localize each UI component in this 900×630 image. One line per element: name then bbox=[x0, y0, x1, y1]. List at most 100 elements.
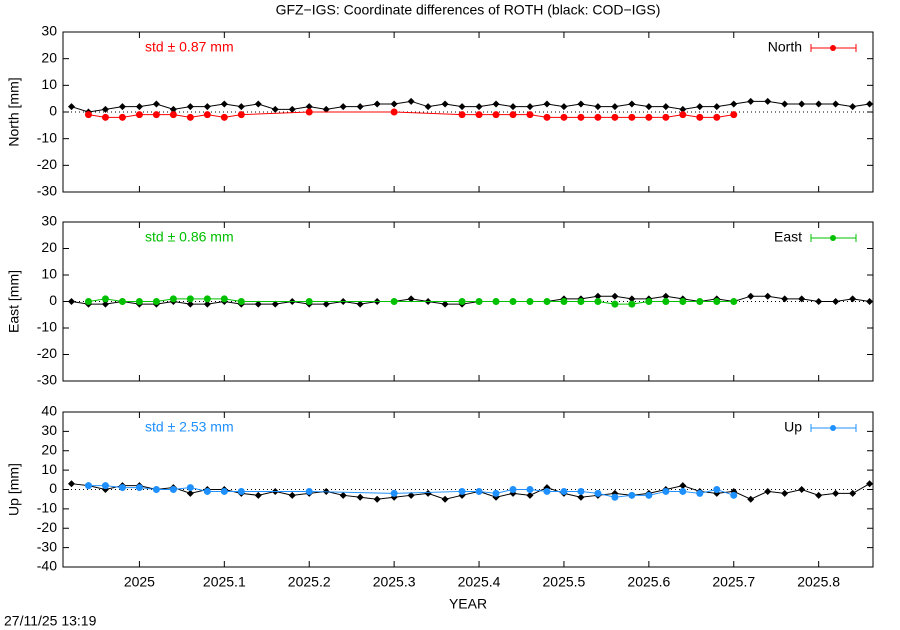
data-point bbox=[305, 298, 313, 305]
data-point bbox=[220, 113, 228, 121]
data-point bbox=[441, 495, 449, 503]
data-point bbox=[169, 111, 177, 119]
y-tick-label: -10 bbox=[37, 500, 57, 516]
data-point bbox=[424, 489, 432, 497]
data-point bbox=[645, 298, 653, 305]
data-point bbox=[203, 103, 211, 111]
data-point bbox=[815, 298, 823, 305]
data-point bbox=[220, 100, 228, 108]
data-point bbox=[135, 298, 143, 305]
data-point bbox=[594, 489, 602, 497]
data-point bbox=[152, 111, 160, 119]
legend-label: East bbox=[774, 229, 802, 245]
y-tick-label: -10 bbox=[37, 129, 57, 145]
data-point bbox=[322, 105, 330, 113]
data-point bbox=[203, 487, 211, 495]
data-point bbox=[611, 300, 619, 308]
y-tick-label: 10 bbox=[41, 461, 57, 477]
data-point bbox=[815, 100, 823, 108]
data-point bbox=[152, 486, 160, 493]
data-point bbox=[101, 295, 109, 303]
data-point bbox=[577, 493, 585, 501]
data-point bbox=[101, 482, 109, 490]
data-point bbox=[169, 105, 177, 113]
y-tick-label: 10 bbox=[41, 76, 57, 92]
data-point bbox=[271, 105, 279, 113]
x-tick-label: 2025.5 bbox=[543, 574, 586, 590]
y-tick-label: -40 bbox=[37, 558, 57, 574]
data-point bbox=[781, 295, 789, 303]
data-point bbox=[186, 484, 194, 492]
data-point bbox=[305, 487, 313, 495]
y-tick-label: 10 bbox=[41, 266, 57, 282]
data-point bbox=[866, 480, 874, 488]
data-point bbox=[101, 105, 109, 113]
data-point bbox=[866, 298, 874, 305]
data-point bbox=[101, 113, 109, 121]
data-point bbox=[237, 103, 245, 111]
data-point bbox=[713, 103, 721, 111]
data-point bbox=[611, 493, 619, 501]
data-point bbox=[186, 113, 194, 121]
data-point bbox=[832, 100, 840, 108]
data-point bbox=[390, 298, 398, 305]
y-tick-label: 0 bbox=[49, 103, 57, 119]
data-point bbox=[560, 298, 568, 305]
data-point bbox=[237, 111, 245, 119]
data-point bbox=[543, 298, 551, 305]
data-point bbox=[186, 300, 194, 308]
data-point bbox=[560, 487, 568, 495]
data-point bbox=[373, 100, 381, 108]
data-point bbox=[288, 105, 296, 113]
data-point bbox=[679, 298, 687, 305]
annotation: std ± 0.86 mm bbox=[145, 229, 234, 245]
data-point bbox=[594, 113, 602, 121]
data-point bbox=[169, 295, 177, 303]
data-point bbox=[237, 487, 245, 495]
data-point bbox=[628, 491, 636, 499]
data-point bbox=[764, 292, 772, 300]
data-point bbox=[815, 491, 823, 499]
data-point bbox=[747, 97, 755, 105]
data-point bbox=[458, 298, 466, 305]
data-point bbox=[696, 103, 704, 111]
data-point bbox=[390, 100, 398, 108]
x-tick-label: 2025.7 bbox=[712, 574, 755, 590]
data-point bbox=[67, 298, 75, 305]
data-point bbox=[135, 111, 143, 119]
y-tick-label: 0 bbox=[49, 480, 57, 496]
y-tick-label: 20 bbox=[41, 441, 57, 457]
data-point bbox=[866, 100, 874, 108]
data-point bbox=[458, 487, 466, 495]
data-point bbox=[628, 113, 636, 121]
data-point bbox=[356, 493, 364, 501]
data-point bbox=[543, 100, 551, 108]
annotation: std ± 0.87 mm bbox=[145, 39, 234, 55]
data-point bbox=[577, 298, 585, 305]
data-point bbox=[441, 100, 449, 108]
data-point bbox=[509, 298, 517, 305]
data-point bbox=[356, 300, 364, 308]
data-point bbox=[594, 292, 602, 300]
y-tick-label: 30 bbox=[41, 213, 57, 229]
data-point bbox=[611, 292, 619, 300]
data-point bbox=[747, 495, 755, 503]
data-point bbox=[118, 298, 126, 305]
data-point bbox=[441, 300, 449, 308]
data-point bbox=[220, 295, 228, 303]
data-point bbox=[458, 111, 466, 119]
data-point bbox=[356, 103, 364, 111]
data-point bbox=[696, 298, 704, 305]
data-point bbox=[186, 103, 194, 111]
data-point bbox=[577, 113, 585, 121]
data-point bbox=[322, 300, 330, 308]
y-axis-label: East [mm] bbox=[6, 270, 22, 333]
data-point bbox=[271, 300, 279, 308]
data-point bbox=[543, 487, 551, 495]
data-point bbox=[577, 487, 585, 495]
y-tick-label: 20 bbox=[41, 49, 57, 65]
y-tick-label: 20 bbox=[41, 239, 57, 255]
data-point bbox=[475, 103, 483, 111]
